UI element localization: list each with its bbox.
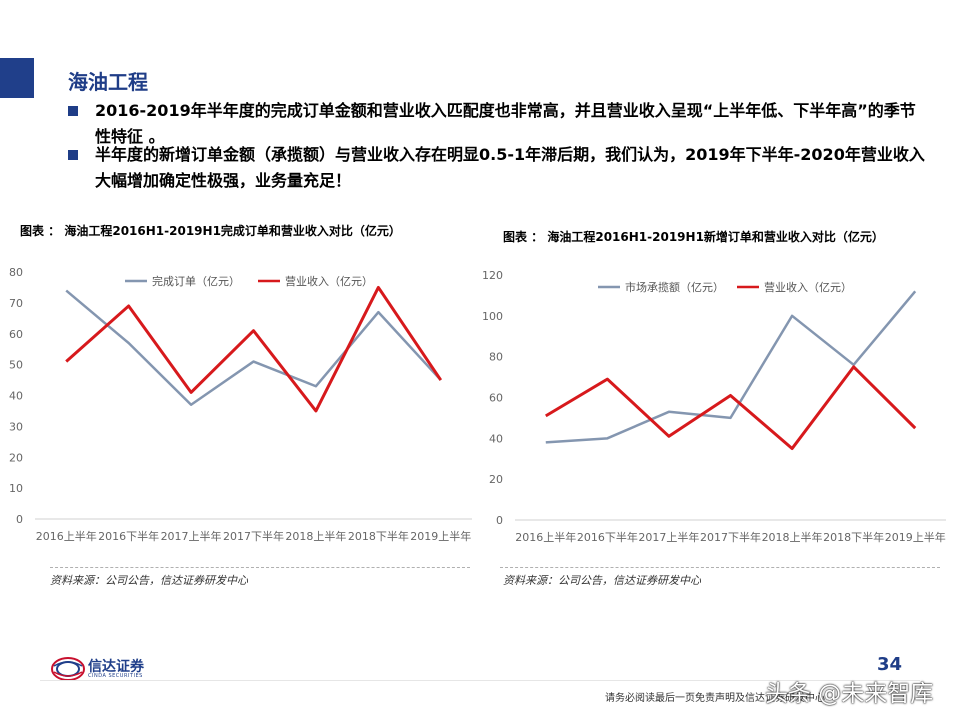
- source-divider: [500, 567, 940, 568]
- watermark: 头条 @未来智库: [765, 681, 934, 707]
- series-line: [545, 365, 917, 451]
- y-tick-label: 70: [9, 297, 23, 310]
- footer-divider: [40, 680, 920, 681]
- chart-title-left: 图表 ： 海油工程2016H1-2019H1完成订单和营业收入对比（亿元）: [20, 224, 401, 238]
- chart-source-left: 资料来源：公司公告，信达证券研发中心: [50, 574, 248, 587]
- legend-label: 市场承揽额（亿元）: [625, 280, 724, 294]
- bullet-point: 半年度的新增订单金额（承揽额）与营业收入存在明显0.5-1年滞后期，我们认为，2…: [68, 142, 928, 194]
- y-tick-label: 80: [9, 266, 23, 279]
- x-tick-label: 2017下半年: [223, 529, 284, 543]
- chart-source-right: 资料来源：公司公告，信达证券研发中心: [503, 574, 701, 587]
- x-tick-label: 2018下半年: [823, 530, 884, 544]
- page-number: 34: [876, 654, 902, 675]
- legend-label: 完成订单（亿元）: [152, 274, 240, 288]
- slide-title: 海油工程: [68, 70, 148, 94]
- legend-label: 营业收入（亿元）: [764, 280, 852, 294]
- x-tick-label: 2016上半年: [515, 530, 576, 544]
- logo-subtitle: CINDA SECURITIES: [88, 673, 143, 679]
- y-tick-label: 60: [9, 328, 23, 341]
- y-tick-label: 50: [9, 359, 23, 372]
- x-tick-label: 2016下半年: [577, 530, 638, 544]
- x-tick-label: 2019上半年: [410, 529, 471, 543]
- bullet-point: 2016-2019年半年度的完成订单金额和营业收入匹配度也非常高，并且营业收入呈…: [68, 98, 928, 150]
- x-tick-label: 2018下半年: [348, 529, 409, 543]
- x-tick-label: 2017上半年: [161, 529, 222, 543]
- bullet-text: 半年度的新增订单金额（承揽额）与营业收入存在明显0.5-1年滞后期，我们认为，2…: [95, 145, 925, 190]
- chart-title-right: 图表 ： 海油工程2016H1-2019H1新增订单和营业收入对比（亿元）: [503, 230, 884, 244]
- chart-new-orders-vs-revenue: 0 20 40 60 80 100 120 2016上半年 2016下半年 2017上半年 2017…: [482, 269, 946, 544]
- y-tick-label: 40: [9, 390, 23, 403]
- x-tick-label: 2017下半年: [700, 530, 761, 544]
- source-divider: [50, 567, 470, 568]
- x-tick-label: 2018上半年: [762, 530, 823, 544]
- series-line: [65, 289, 442, 407]
- bullet-square-icon: [68, 150, 78, 160]
- x-tick-label: 2016上半年: [36, 529, 97, 543]
- legend-label: 营业收入（亿元）: [285, 274, 373, 288]
- y-tick-label: 0: [16, 513, 23, 526]
- y-tick-label: 60: [489, 392, 503, 405]
- footer-disclaimer: 请务必阅读最后一页免责声明及信达证券研发中心: [605, 693, 825, 704]
- y-tick-label: 40: [489, 432, 503, 445]
- series-line: [65, 285, 443, 413]
- y-tick-label: 20: [9, 451, 23, 464]
- x-tick-label: 2017上半年: [638, 530, 699, 544]
- y-tick-label: 30: [9, 420, 23, 433]
- bullet-square-icon: [68, 106, 78, 116]
- y-tick-label: 20: [489, 473, 503, 486]
- x-tick-label: 2016下半年: [98, 529, 159, 543]
- y-tick-label: 10: [9, 482, 23, 495]
- y-tick-label: 100: [482, 310, 503, 323]
- x-tick-label: 2018上半年: [285, 529, 346, 543]
- logo-name: 信达证券: [88, 659, 144, 675]
- y-tick-label: 80: [489, 351, 503, 364]
- y-tick-label: 120: [482, 269, 503, 282]
- y-tick-label: 0: [496, 514, 503, 527]
- bullet-text: 2016-2019年半年度的完成订单金额和营业收入匹配度也非常高，并且营业收入呈…: [95, 101, 916, 146]
- corner-accent-block: [0, 58, 34, 98]
- series-line: [545, 290, 917, 444]
- x-tick-label: 2019上半年: [885, 530, 946, 544]
